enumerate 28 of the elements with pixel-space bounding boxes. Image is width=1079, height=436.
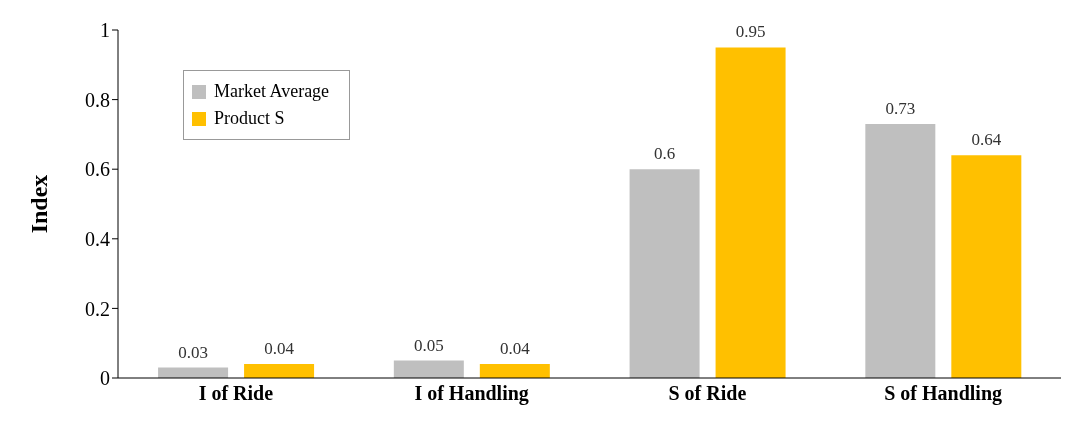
data-label: 0.04 [499, 339, 531, 359]
bar [865, 123, 936, 378]
x-tick-label: S of Ride [668, 382, 747, 405]
data-label: 0.64 [971, 130, 1002, 150]
y-tick-label: 0.8 [85, 88, 110, 111]
x-tick-label: I of Ride [198, 382, 274, 405]
data-label: 0.95 [735, 22, 766, 42]
data-label: 0.73 [885, 98, 916, 118]
data-label: 0.03 [178, 342, 208, 362]
y-tick-label: 0.6 [85, 158, 110, 181]
y-axis-title: Index [25, 174, 52, 234]
bar [951, 155, 1022, 378]
bar [629, 169, 700, 378]
data-label: 0.04 [264, 339, 295, 359]
y-tick-label: 0.4 [85, 227, 110, 250]
bar [479, 364, 550, 378]
y-tick-label: 0.2 [85, 297, 110, 320]
legend-label: Market Average [214, 81, 330, 102]
y-tick-label: 0 [100, 367, 110, 390]
legend-label: Product S [214, 108, 285, 129]
bar [244, 364, 315, 378]
bar [393, 360, 464, 378]
data-label: 0.05 [413, 335, 444, 355]
bar [715, 47, 786, 378]
data-label: 0.6 [653, 144, 676, 164]
x-tick-label: I of Handling [414, 382, 529, 406]
x-tick-label: S of Handling [884, 382, 1003, 406]
y-tick-label: 1 [100, 19, 110, 42]
